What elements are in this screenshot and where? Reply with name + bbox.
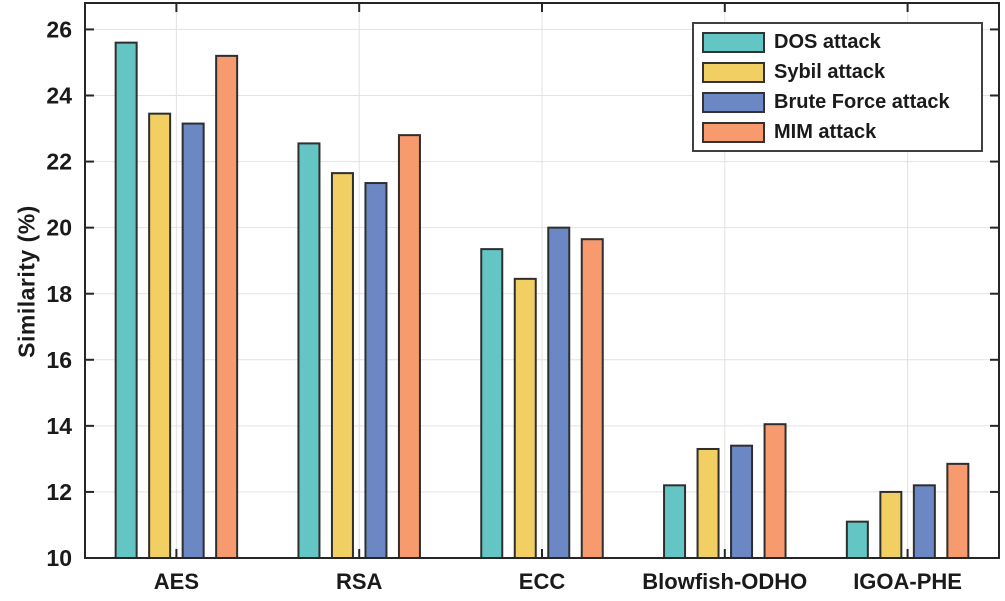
y-tick-label: 24 [46,83,72,109]
bar-igoa-phe-sybil [879,490,903,559]
bar-igoa-phe-brute [912,484,936,560]
bar-aes-brute [181,122,205,560]
legend-label: DOS attack [774,30,881,53]
y-tick-label: 18 [46,281,72,307]
bar-aes-dos [114,41,138,559]
bar-igoa-phe-dos [845,520,869,559]
bar-blowfish-odho-brute [730,444,754,559]
bar-ecc-brute [547,226,571,559]
bar-igoa-phe-mim [946,462,970,559]
bar-aes-sybil [148,112,172,559]
y-tick-label: 26 [46,16,72,42]
bar-rsa-sybil [330,172,354,559]
legend-item: DOS attack [702,29,981,56]
y-tick-label: 10 [46,545,72,571]
y-tick-label: 22 [46,149,72,175]
x-tick-label: Blowfish-ODHO [642,569,807,594]
legend-swatch-icon [702,91,765,113]
legend-item: MIM attack [702,119,981,146]
y-tick-label: 20 [46,215,72,241]
bar-rsa-brute [364,182,388,559]
bar-ecc-sybil [513,277,537,559]
y-tick-label: 14 [46,413,72,439]
bar-blowfish-odho-sybil [696,447,720,560]
legend-swatch-icon [702,61,765,83]
x-tick-label: RSA [336,569,383,594]
bar-rsa-dos [297,142,321,559]
legend-item: Brute Force attack [702,89,981,116]
bar-rsa-mim [397,134,421,559]
bar-ecc-dos [480,248,504,560]
y-tick-label: 16 [46,347,72,373]
x-tick-label: IGOA-PHE [853,569,962,594]
legend-swatch-icon [702,31,765,53]
bar-ecc-mim [580,238,604,559]
legend-label: MIM attack [774,120,877,143]
legend-swatch-icon [702,121,765,143]
legend: DOS attack Sybil attack Brute Force attack… [692,22,983,152]
bar-blowfish-odho-mim [763,423,787,559]
x-tick-label: AES [154,569,199,594]
bar-blowfish-odho-dos [663,484,687,560]
legend-item: Sybil attack [702,59,981,86]
legend-label: Sybil attack [774,60,886,83]
y-tick-label: 12 [46,479,72,505]
x-tick-label: ECC [519,569,566,594]
bar-aes-mim [215,54,239,559]
legend-label: Brute Force attack [774,90,950,113]
